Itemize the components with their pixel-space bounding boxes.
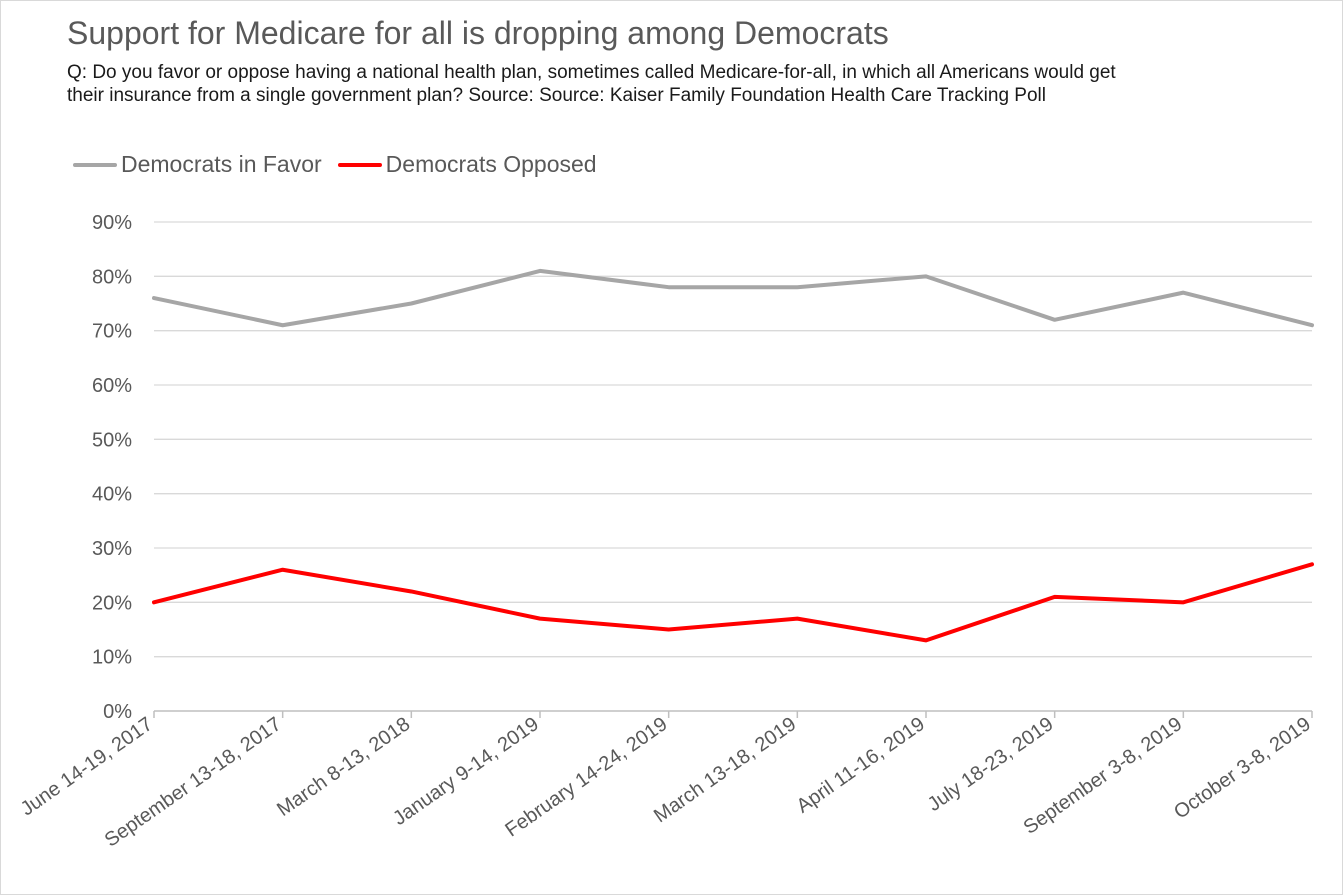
- y-tick-label: 90%: [92, 212, 132, 234]
- y-tick-label: 10%: [92, 647, 132, 669]
- y-tick-label: 40%: [92, 484, 132, 506]
- y-tick-label: 50%: [92, 429, 132, 451]
- y-tick-label: 0%: [103, 701, 132, 723]
- x-tick-label: April 11-16, 2019: [793, 713, 929, 818]
- chart-title: Support for Medicare for all is dropping…: [67, 15, 889, 51]
- y-tick-label: 60%: [92, 375, 132, 397]
- chart-subtitle: Q: Do you favor or oppose having a natio…: [67, 62, 1116, 106]
- x-tick-label: March 8-13, 2018: [273, 713, 414, 821]
- series-line-favor: [152, 268, 1314, 328]
- y-tick-label: 30%: [92, 538, 132, 560]
- legend-label-favor: Democrats in Favor: [121, 151, 322, 177]
- legend-label-opposed: Democrats Opposed: [385, 151, 597, 177]
- x-tick-label: March 13-18, 2019: [650, 713, 800, 827]
- series-line-opposed: [152, 562, 1314, 643]
- legend-swatch-opposed: [337, 162, 382, 167]
- legend-item-opposed: Democrats Opposed: [337, 151, 597, 178]
- x-tick-label: June 14-19, 2017: [17, 713, 157, 820]
- y-tick-label: 80%: [92, 266, 132, 288]
- y-tick-label: 20%: [92, 592, 132, 614]
- y-tick-label: 70%: [92, 321, 132, 343]
- x-tick-label: October 3-8, 2019: [1170, 713, 1315, 823]
- legend-swatch-favor: [73, 162, 117, 167]
- x-tick-label: July 18-23, 2019: [924, 713, 1058, 816]
- chart-legend: Democrats in Favor Democrats Opposed: [73, 151, 613, 178]
- legend-item-favor: Democrats in Favor: [73, 151, 322, 178]
